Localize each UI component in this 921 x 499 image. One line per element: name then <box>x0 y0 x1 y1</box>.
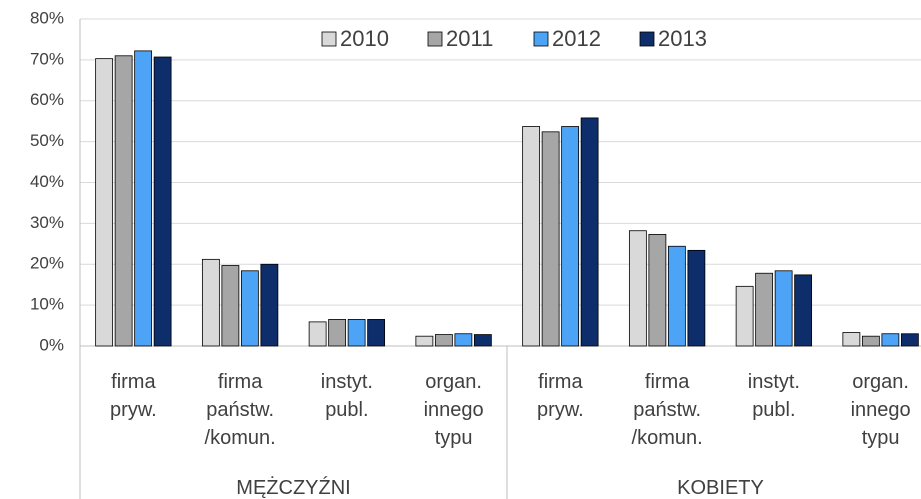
legend-label: 2012 <box>552 26 601 51</box>
bar <box>95 58 114 347</box>
x-tick-label: firma państw. /komun. <box>631 371 703 449</box>
bar <box>221 265 240 347</box>
bar <box>114 55 133 347</box>
y-tick-label: 0% <box>39 335 64 354</box>
x-tick-label: firma pryw. <box>537 371 584 421</box>
bar <box>842 332 861 347</box>
bar <box>454 333 473 347</box>
bar <box>522 126 541 347</box>
bar <box>628 230 647 347</box>
bar <box>240 270 259 347</box>
legend-swatch <box>427 31 443 47</box>
legend-label: 2011 <box>446 26 493 51</box>
bar <box>260 263 279 347</box>
bar <box>153 56 172 347</box>
x-tick-label: firma państw. /komun. <box>204 371 276 449</box>
legend-swatch <box>639 31 655 47</box>
bar <box>648 234 667 347</box>
bar <box>774 270 793 347</box>
bar <box>861 335 880 347</box>
bar <box>580 117 599 347</box>
x-tick-label: organ. innego typu <box>423 371 484 449</box>
bar <box>755 272 774 347</box>
y-tick-label: 70% <box>30 49 64 68</box>
x-tick-label: instyt. publ. <box>320 371 373 421</box>
bar <box>687 249 706 347</box>
bar <box>434 334 453 347</box>
bar <box>900 333 919 347</box>
bar <box>541 131 560 347</box>
bar <box>328 319 347 347</box>
bar <box>561 126 580 347</box>
y-tick-label: 60% <box>30 90 64 109</box>
group-label: MĘŻCZYŹNI <box>236 477 351 499</box>
bar <box>794 274 813 347</box>
bar <box>473 334 492 347</box>
x-tick-label: instyt. publ. <box>747 371 800 421</box>
y-tick-label: 40% <box>30 172 64 191</box>
y-tick-label: 20% <box>30 254 64 273</box>
x-tick-label: firma pryw. <box>110 371 157 421</box>
bar <box>347 319 366 347</box>
bar <box>881 333 900 347</box>
legend-label: 2010 <box>340 26 389 51</box>
bar <box>735 285 754 347</box>
legend-swatch <box>321 31 337 47</box>
x-tick-label: organ. innego typu <box>850 371 911 449</box>
bar <box>415 335 434 347</box>
bar <box>201 258 220 347</box>
y-tick-label: 30% <box>30 213 64 232</box>
legend-label: 2013 <box>658 26 707 51</box>
bar <box>367 319 386 347</box>
y-tick-label: 50% <box>30 131 64 150</box>
group-label: KOBIETY <box>677 477 764 499</box>
bar <box>667 245 686 347</box>
y-tick-label: 80% <box>30 8 64 27</box>
legend-swatch <box>533 31 549 47</box>
bar <box>134 50 153 347</box>
y-tick-label: 10% <box>30 295 64 314</box>
bar <box>308 321 327 347</box>
